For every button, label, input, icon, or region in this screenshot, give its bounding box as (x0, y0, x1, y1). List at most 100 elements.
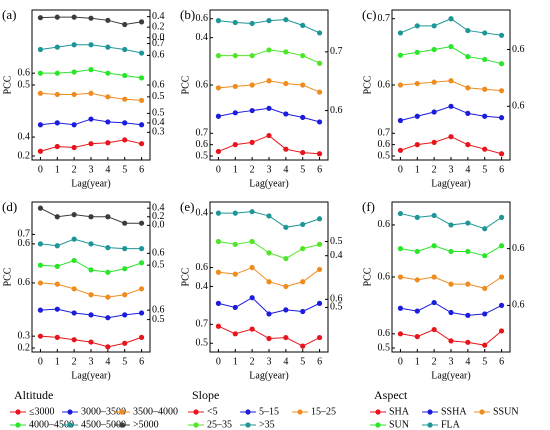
data-point (54, 281, 60, 287)
data-point (482, 86, 488, 92)
data-point (232, 19, 238, 26)
data-point (215, 113, 222, 119)
legend-marker (119, 422, 125, 428)
x-tick-label: 2 (250, 164, 255, 175)
data-point (414, 80, 420, 87)
data-point (54, 44, 60, 50)
x-tick-label: 5 (122, 164, 127, 175)
data-point (300, 343, 306, 349)
data-point (37, 90, 44, 96)
data-point (37, 46, 44, 53)
data-point (105, 315, 111, 321)
data-point (88, 292, 94, 298)
data-point (465, 220, 471, 226)
data-point (37, 122, 44, 128)
data-point (232, 210, 238, 216)
data-point (498, 302, 505, 308)
data-point (232, 331, 238, 337)
data-point (71, 144, 77, 151)
data-point (397, 82, 404, 88)
panel-label: (e) (180, 199, 194, 214)
panel-label: (f) (362, 199, 375, 214)
data-point (105, 245, 111, 251)
data-point (138, 220, 145, 226)
data-point (431, 79, 437, 85)
legend-marker (245, 422, 251, 428)
y-tick-label: 0.6 (18, 67, 31, 78)
data-point (498, 88, 505, 94)
data-point (138, 310, 145, 316)
y-tick-label: 0.2 (18, 342, 31, 353)
data-point (397, 331, 404, 337)
y-tick-label: 0.6 (512, 243, 525, 254)
panel-label: (b) (180, 7, 195, 22)
y-tick-label: 0.4 (196, 207, 209, 218)
y-tick-label: 0.3 (152, 127, 165, 138)
data-point (138, 75, 145, 81)
data-point (266, 18, 272, 24)
data-point (54, 334, 60, 340)
x-tick-label: 3 (449, 164, 454, 175)
data-point (465, 248, 471, 255)
data-point (122, 46, 128, 53)
y-tick-label: 0.6 (378, 79, 391, 90)
y-tick-label: 0.4 (18, 131, 31, 142)
data-point (122, 266, 128, 272)
data-point (498, 243, 505, 249)
y-tick-label: 0.5 (18, 79, 31, 90)
data-point (122, 21, 128, 28)
data-point (448, 16, 454, 22)
data-point (465, 281, 471, 287)
x-tick-label: 2 (72, 164, 77, 175)
y-axis-label: PCC (362, 75, 373, 94)
y-tick-label: 0.5 (378, 150, 391, 161)
legend-label: 5–15 (259, 406, 279, 417)
data-point (105, 140, 111, 146)
x-axis-label: Lag(year) (71, 178, 110, 189)
x-tick-label: 4 (465, 164, 470, 175)
y-tick-label: 0.2 (18, 150, 31, 161)
y-axis-label: PCC (2, 267, 13, 286)
data-point (316, 266, 323, 273)
data-point (498, 61, 505, 67)
y-tick-label: 0.5 (330, 236, 343, 247)
data-point (316, 30, 323, 36)
data-point (414, 113, 420, 119)
y-tick-label: 0.5 (330, 302, 343, 313)
data-point (232, 110, 238, 116)
x-tick-label: 1 (55, 356, 60, 367)
data-point (414, 277, 420, 283)
y-tick-label: 0.4 (152, 11, 165, 22)
data-point (283, 49, 289, 55)
x-tick-label: 1 (233, 164, 238, 175)
data-point (37, 241, 44, 247)
plot-frame (31, 9, 151, 161)
data-point (249, 107, 255, 114)
y-tick-label: 0.0 (152, 220, 165, 231)
data-point (300, 149, 306, 156)
data-point (482, 342, 488, 348)
data-point (414, 142, 420, 148)
data-point (283, 146, 289, 152)
data-point (37, 262, 44, 268)
data-point (448, 248, 454, 255)
legend-marker (297, 409, 303, 415)
data-point (88, 339, 94, 345)
data-point (71, 286, 77, 292)
plot-frame (209, 201, 329, 353)
legend-label: <5 (207, 406, 218, 417)
data-point (105, 214, 111, 220)
data-point (71, 337, 77, 343)
data-point (215, 323, 222, 329)
legend-marker (245, 409, 251, 415)
data-point (482, 30, 488, 36)
y-tick-label: 0.6 (196, 79, 209, 90)
x-tick-label: 5 (300, 356, 305, 367)
data-point (316, 241, 323, 247)
data-point (105, 94, 111, 100)
legend-label: SUN (389, 419, 409, 430)
data-point (316, 151, 323, 157)
y-tick-label: 0.6 (378, 328, 391, 339)
data-point (300, 279, 306, 285)
legend-label: 4500–5000 (81, 419, 126, 430)
